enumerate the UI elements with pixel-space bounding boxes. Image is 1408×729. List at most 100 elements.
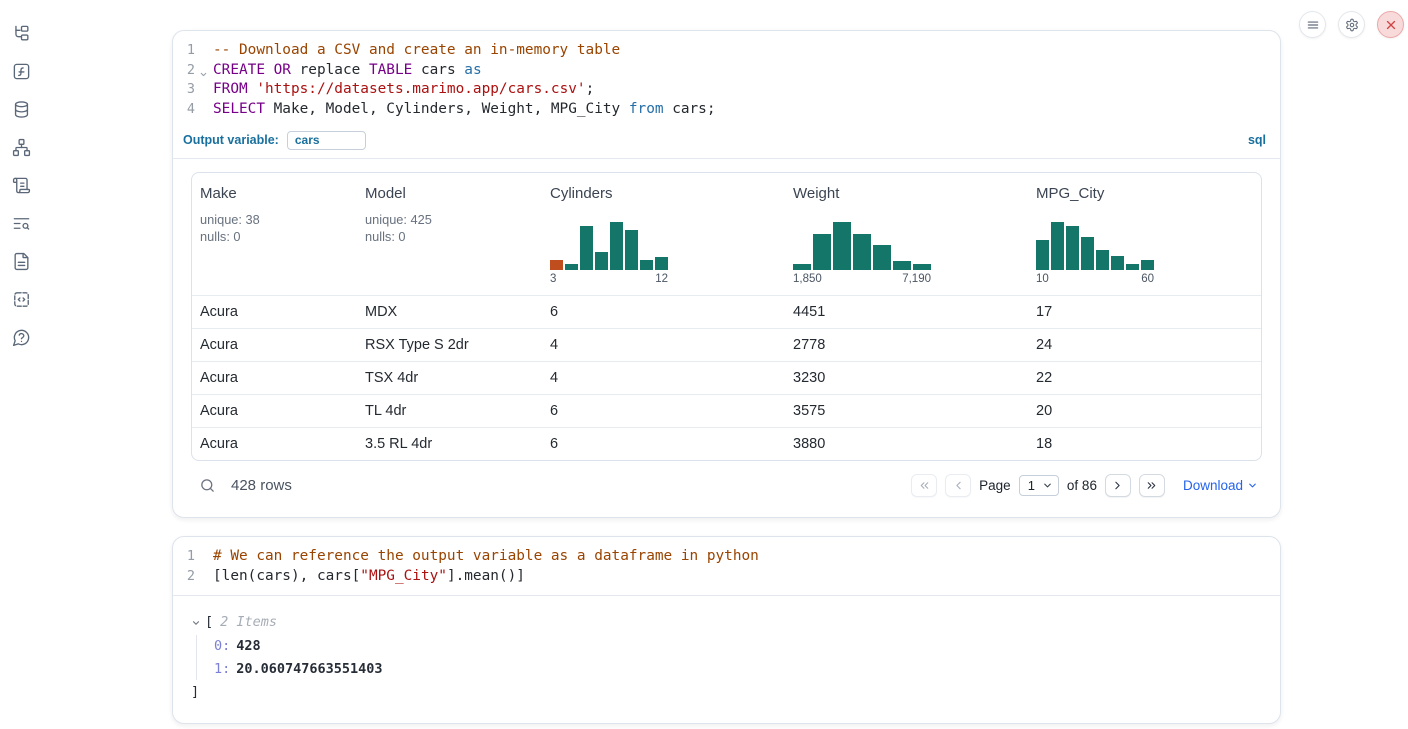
histogram-bar[interactable]: [853, 234, 871, 270]
cell-mpg-city: 17: [1036, 304, 1261, 320]
text-search-icon[interactable]: [11, 213, 31, 233]
histogram-bar[interactable]: [1036, 240, 1049, 270]
histogram-bar[interactable]: [1111, 256, 1124, 270]
output-variable-label: Output variable:: [183, 133, 279, 147]
shutdown-button[interactable]: [1377, 11, 1404, 38]
weight-histogram[interactable]: 1,8507,190: [793, 222, 931, 285]
histogram-bar[interactable]: [580, 226, 593, 270]
histogram-bar[interactable]: [813, 234, 831, 270]
menu-button[interactable]: [1299, 11, 1326, 38]
cylinders-histogram[interactable]: 312: [550, 222, 668, 285]
histogram-bar[interactable]: [1126, 264, 1139, 270]
histogram-bars[interactable]: [1036, 222, 1154, 270]
search-button[interactable]: [199, 477, 216, 494]
histogram-bar[interactable]: [625, 230, 638, 270]
histogram-bar[interactable]: [550, 260, 563, 270]
histogram-bar[interactable]: [1096, 250, 1109, 270]
column-label: Weight: [793, 185, 839, 202]
histogram-bar[interactable]: [595, 252, 608, 270]
tree-entry-value: 20.060747663551403: [236, 661, 382, 677]
cell-cylinders: 4: [550, 337, 793, 353]
tree-entry[interactable]: 1:20.060747663551403: [214, 658, 1262, 681]
histogram-bar[interactable]: [610, 222, 623, 270]
table-row[interactable]: Acura RSX Type S 2dr 4 2778 24: [192, 328, 1261, 361]
stat-unique: unique: 425: [365, 211, 432, 229]
help-circle-icon[interactable]: [11, 327, 31, 347]
file-text-icon[interactable]: [11, 251, 31, 271]
cell-weight: 4451: [793, 304, 1036, 320]
line-number: 3: [173, 80, 195, 100]
sql-code-editor[interactable]: 1 -- Download a CSV and create an in-mem…: [173, 31, 1280, 126]
code-token: cars: [412, 62, 464, 78]
search-icon: [199, 477, 216, 494]
mpg-city-histogram[interactable]: 1060: [1036, 222, 1154, 285]
chevron-down-icon: [1042, 480, 1053, 491]
scroll-icon[interactable]: [11, 175, 31, 195]
column-label: Cylinders: [550, 185, 613, 202]
table-row[interactable]: Acura TSX 4dr 4 3230 22: [192, 361, 1261, 394]
column-header-weight[interactable]: Weight 1,8507,190: [793, 185, 1036, 285]
histogram-bar[interactable]: [1051, 222, 1064, 270]
code-token: replace: [291, 62, 369, 78]
column-header-cylinders[interactable]: Cylinders 312: [550, 185, 793, 285]
histogram-range-labels: 1060: [1036, 273, 1154, 285]
code-line: 1 -- Download a CSV and create an in-mem…: [173, 41, 1280, 61]
top-right-actions: [1299, 11, 1404, 38]
table-row[interactable]: Acura MDX 6 4451 17: [192, 295, 1261, 328]
cell-mpg-city: 20: [1036, 403, 1261, 419]
table-row[interactable]: Acura 3.5 RL 4dr 6 3880 18: [192, 427, 1261, 460]
page-label: Page: [979, 478, 1011, 493]
code-token: from: [629, 101, 664, 117]
download-label: Download: [1183, 478, 1243, 493]
histogram-range-labels: 312: [550, 273, 668, 285]
database-icon[interactable]: [11, 99, 31, 119]
column-header-mpg-city[interactable]: MPG_City 1060: [1036, 185, 1261, 285]
tree-entry[interactable]: 0:428: [214, 635, 1262, 658]
language-badge[interactable]: sql: [1248, 133, 1266, 147]
prev-page-button[interactable]: [945, 474, 971, 497]
tree-children: 0:428 1:20.060747663551403: [196, 635, 1262, 680]
histogram-bar[interactable]: [1081, 237, 1094, 270]
histogram-bar[interactable]: [873, 245, 891, 270]
tree-collapse-button[interactable]: [191, 618, 201, 628]
histogram-bars[interactable]: [550, 222, 668, 270]
table-footer: 428 rows Page 1 of 86: [191, 463, 1262, 509]
code-token: CREATE OR: [213, 62, 291, 78]
dependency-graph-icon[interactable]: [11, 137, 31, 157]
function-square-icon[interactable]: [11, 61, 31, 81]
column-header-model[interactable]: Model unique: 425 nulls: 0: [365, 185, 550, 285]
tree-open-bracket: [: [205, 612, 213, 633]
histogram-min-label: 10: [1036, 273, 1049, 285]
python-code-editor[interactable]: 1 # We can reference the output variable…: [173, 537, 1280, 596]
stat-nulls: nulls: 0: [200, 228, 260, 246]
histogram-bar[interactable]: [833, 222, 851, 270]
output-variable-input[interactable]: [287, 131, 366, 150]
histogram-max-label: 12: [655, 273, 668, 285]
histogram-range-labels: 1,8507,190: [793, 273, 931, 285]
next-page-button[interactable]: [1105, 474, 1131, 497]
histogram-bar[interactable]: [913, 264, 931, 270]
histogram-bar[interactable]: [655, 257, 668, 270]
histogram-bar[interactable]: [565, 264, 578, 270]
settings-button[interactable]: [1338, 11, 1365, 38]
cell-mpg-city: 24: [1036, 337, 1261, 353]
code-square-icon[interactable]: [11, 289, 31, 309]
histogram-bar[interactable]: [893, 261, 911, 270]
histogram-bar[interactable]: [793, 264, 811, 270]
code-token: 'https://datasets.marimo.app/cars.csv': [256, 81, 585, 97]
column-header-make[interactable]: Make unique: 38 nulls: 0: [200, 185, 365, 285]
file-tree-icon[interactable]: [11, 23, 31, 43]
code-line: 4 SELECT Make, Model, Cylinders, Weight,…: [173, 100, 1280, 120]
table-row[interactable]: Acura TL 4dr 6 3575 20: [192, 394, 1261, 427]
histogram-bars[interactable]: [793, 222, 931, 270]
histogram-bar[interactable]: [1066, 226, 1079, 270]
first-page-button[interactable]: [911, 474, 937, 497]
histogram-bar[interactable]: [1141, 260, 1154, 270]
download-button[interactable]: Download: [1183, 478, 1258, 493]
code-token: "MPG_City": [360, 568, 447, 584]
chevron-down-icon: [191, 618, 201, 628]
last-page-button[interactable]: [1139, 474, 1165, 497]
stat-unique: unique: 38: [200, 211, 260, 229]
page-select[interactable]: 1: [1019, 475, 1059, 496]
histogram-bar[interactable]: [640, 260, 653, 270]
